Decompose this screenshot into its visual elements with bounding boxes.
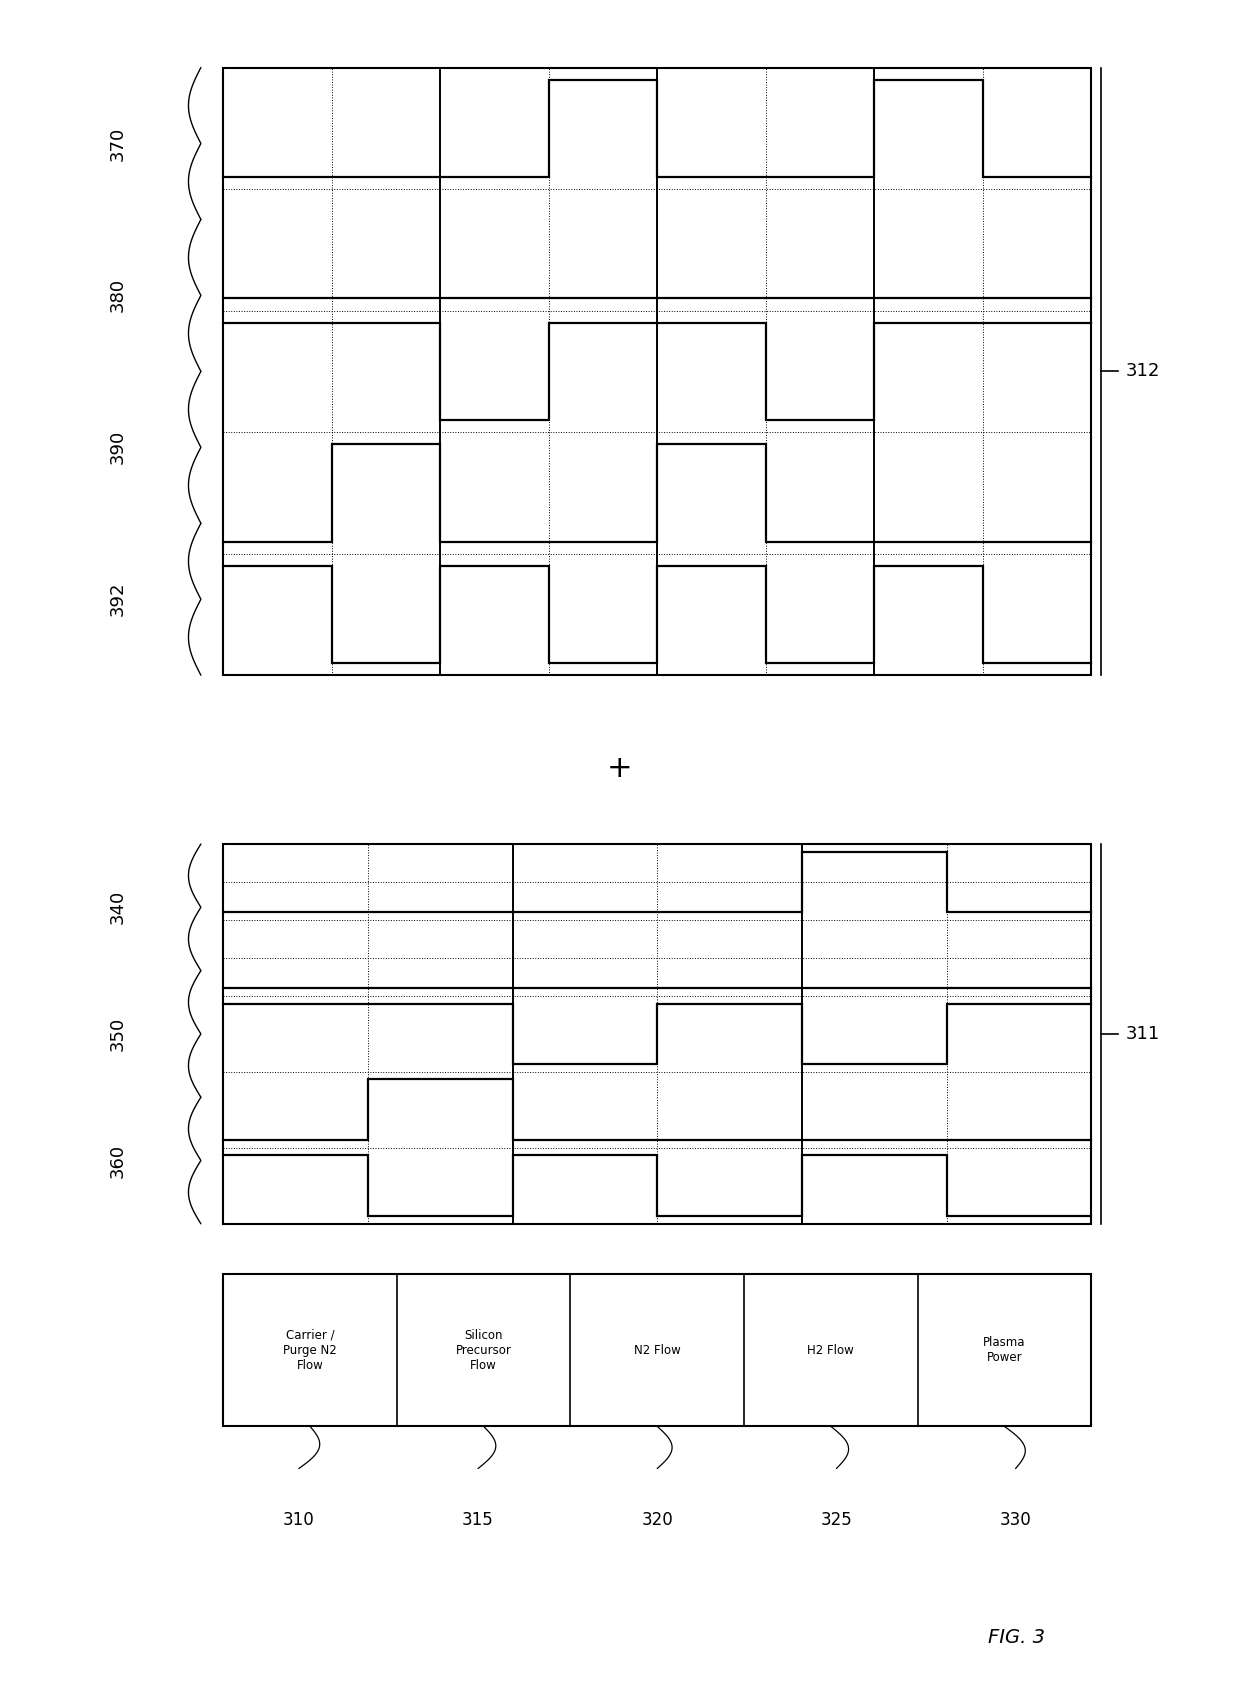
Bar <box>223 68 1091 675</box>
Text: 311: 311 <box>1126 1025 1161 1043</box>
Bar <box>223 844 1091 1224</box>
Text: +: + <box>608 753 632 783</box>
Text: 392: 392 <box>109 582 126 616</box>
Bar <box>223 1274 1091 1426</box>
Text: H2 Flow: H2 Flow <box>807 1344 854 1357</box>
Text: Silicon
Precursor
Flow: Silicon Precursor Flow <box>455 1328 512 1372</box>
Text: 310: 310 <box>283 1511 315 1529</box>
Text: N2 Flow: N2 Flow <box>634 1344 681 1357</box>
Text: 390: 390 <box>109 430 126 464</box>
Text: FIG. 3: FIG. 3 <box>988 1627 1045 1647</box>
Text: 330: 330 <box>999 1511 1032 1529</box>
Text: 350: 350 <box>109 1016 126 1052</box>
Text: Plasma
Power: Plasma Power <box>983 1337 1025 1364</box>
Text: 340: 340 <box>109 890 126 925</box>
Text: 325: 325 <box>821 1511 852 1529</box>
Text: 312: 312 <box>1126 363 1161 380</box>
Text: 370: 370 <box>109 127 126 160</box>
Text: 380: 380 <box>109 279 126 312</box>
Text: 360: 360 <box>109 1143 126 1178</box>
Text: 315: 315 <box>463 1511 494 1529</box>
Text: 320: 320 <box>641 1511 673 1529</box>
Text: Carrier /
Purge N2
Flow: Carrier / Purge N2 Flow <box>283 1328 337 1372</box>
